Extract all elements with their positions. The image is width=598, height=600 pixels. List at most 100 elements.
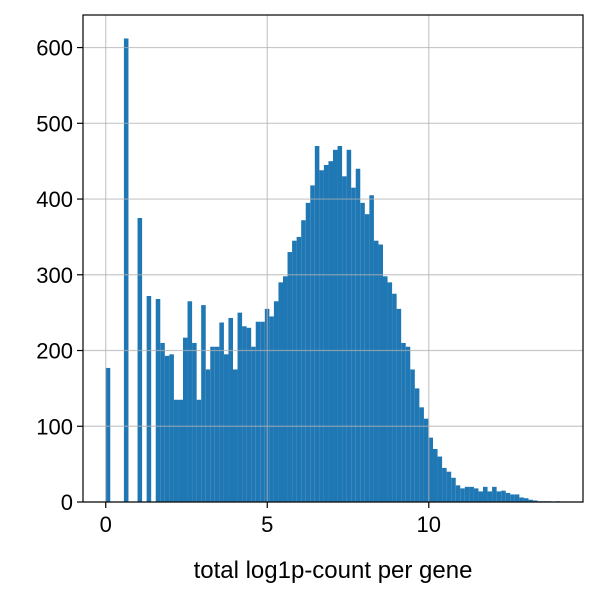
bar: [483, 486, 488, 502]
bar: [428, 437, 433, 502]
y-tick-label: 300: [36, 263, 73, 288]
y-tick-label: 0: [61, 490, 73, 515]
bar: [378, 244, 383, 502]
y-tick-label: 100: [36, 414, 73, 439]
bar: [346, 149, 352, 502]
bar: [337, 146, 343, 502]
bar: [392, 293, 397, 502]
bar: [464, 486, 470, 502]
bar: [223, 354, 229, 502]
bar: [528, 499, 533, 502]
bar: [442, 467, 447, 502]
bar: [187, 301, 193, 502]
bar: [201, 305, 206, 502]
bar: [519, 497, 524, 502]
bar: [155, 299, 161, 502]
x-tick-label: 5: [261, 512, 273, 537]
bar: [292, 240, 297, 502]
bar: [123, 38, 129, 502]
bar: [328, 161, 333, 503]
bar: [387, 282, 393, 502]
bar: [260, 321, 265, 502]
bar: [214, 346, 220, 502]
bar: [205, 369, 211, 502]
bar: [137, 217, 143, 502]
bar: [492, 486, 497, 502]
bar: [169, 354, 174, 502]
bar: [269, 316, 274, 502]
bar: [433, 448, 438, 502]
bar: [310, 185, 315, 503]
bar: [246, 327, 252, 502]
bar: [105, 367, 111, 502]
bar: [305, 202, 311, 502]
bar: [355, 168, 361, 502]
bar: [178, 399, 183, 502]
y-tick-label: 200: [36, 339, 73, 364]
x-tick-label: 10: [417, 512, 441, 537]
bar: [146, 295, 152, 502]
bar: [273, 301, 279, 502]
bar: [301, 220, 306, 502]
bar: [455, 485, 461, 502]
bar: [410, 369, 415, 502]
bar: [533, 500, 538, 502]
bar: [396, 308, 402, 502]
bar: [333, 149, 338, 502]
bar: [210, 346, 215, 502]
bar: [373, 240, 379, 502]
bar: [283, 276, 288, 502]
bar: [351, 187, 356, 502]
bar: [505, 492, 511, 502]
bar: [196, 399, 202, 502]
bar: [510, 494, 515, 502]
bar: [164, 355, 170, 502]
bar: [419, 407, 424, 502]
bar: [323, 164, 329, 502]
bar: [469, 486, 474, 502]
bar: [228, 317, 233, 502]
bar: [314, 146, 320, 502]
bar: [414, 388, 420, 502]
bar: [383, 276, 388, 502]
bar: [478, 491, 483, 502]
bar: [342, 176, 347, 502]
bar: [255, 321, 261, 502]
plot-frame: [82, 14, 584, 503]
bar: [405, 346, 411, 502]
bar: [160, 342, 165, 502]
bar: [451, 477, 456, 502]
bar: [278, 282, 283, 502]
y-tick-label: 600: [36, 36, 73, 61]
bar: [364, 214, 370, 502]
bar: [242, 326, 247, 502]
bar: [369, 195, 374, 502]
bar: [251, 346, 256, 502]
bar: [460, 488, 465, 502]
bar: [287, 252, 293, 502]
bar: [423, 418, 429, 502]
bar: [360, 202, 365, 502]
y-tick-label: 500: [36, 111, 73, 136]
bar: [437, 456, 443, 502]
bar: [446, 471, 452, 502]
bar: [496, 491, 502, 502]
bar: [237, 312, 243, 502]
x-axis-label: total log1p-count per gene: [194, 557, 473, 584]
bar: [523, 498, 529, 502]
bar: [173, 399, 179, 502]
bar: [487, 491, 493, 502]
bar: [183, 337, 188, 502]
bar: [296, 236, 302, 502]
bar: [233, 369, 238, 502]
bar: [514, 494, 520, 502]
bar: [501, 490, 506, 502]
bar: [401, 342, 406, 502]
y-tick-label: 400: [36, 187, 73, 212]
bar: [319, 170, 324, 502]
bar: [219, 322, 224, 502]
bar: [473, 488, 479, 502]
x-tick-label: 0: [100, 512, 112, 537]
bar: [192, 342, 197, 502]
